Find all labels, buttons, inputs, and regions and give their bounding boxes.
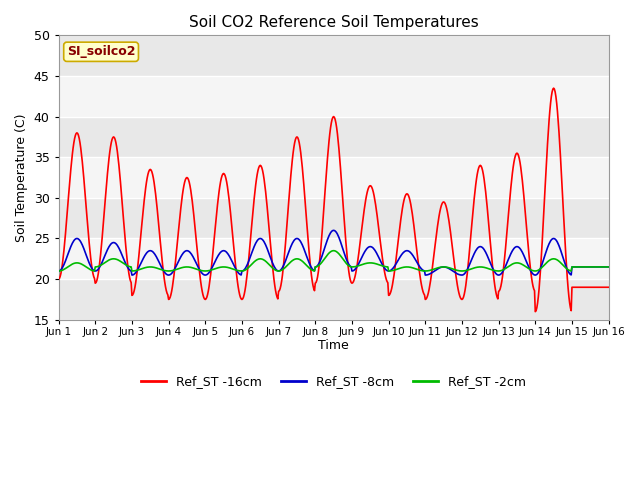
Bar	[59, 198, 609, 239]
Bar	[59, 117, 609, 157]
X-axis label: Time: Time	[318, 339, 349, 352]
Bar	[59, 36, 609, 76]
Bar	[59, 157, 609, 198]
Title: Soil CO2 Reference Soil Temperatures: Soil CO2 Reference Soil Temperatures	[189, 15, 479, 30]
Text: SI_soilco2: SI_soilco2	[67, 45, 135, 58]
Legend: Ref_ST -16cm, Ref_ST -8cm, Ref_ST -2cm: Ref_ST -16cm, Ref_ST -8cm, Ref_ST -2cm	[136, 370, 531, 393]
Bar	[59, 239, 609, 279]
Bar	[59, 76, 609, 117]
Y-axis label: Soil Temperature (C): Soil Temperature (C)	[15, 113, 28, 242]
Bar	[59, 279, 609, 320]
